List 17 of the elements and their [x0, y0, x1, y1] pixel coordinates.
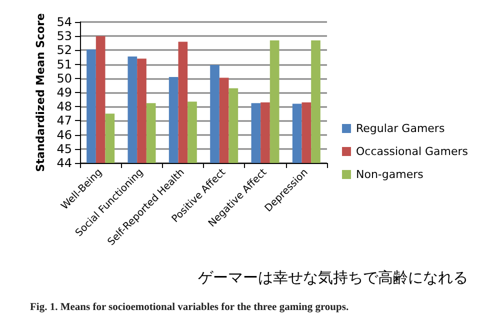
y-tick-label: 50 [56, 71, 72, 86]
y-tick-label: 47 [56, 114, 72, 128]
y-tick-label: 54 [56, 15, 72, 29]
y-tick-label: 46 [56, 128, 72, 142]
y-axis-title: Standardized Mean Score [34, 13, 47, 172]
y-tick-label: 51 [56, 57, 72, 72]
caption: Fig. 1. Means for socioemotional variables for the three gaming groups. [30, 302, 349, 313]
y-tick-label: 45 [56, 142, 72, 156]
y-tick-label: 53 [56, 29, 72, 44]
y-tick-label: 44 [56, 156, 72, 170]
y-tick-label: 48 [56, 100, 72, 114]
text: ゲーマーは幸せな気持ちで高齢になれる [198, 268, 468, 286]
y-tick-label: 52 [56, 43, 72, 58]
legend-label: Occassional Gamers [356, 145, 468, 158]
y-tick-label: 49 [56, 86, 72, 100]
legend-label: Regular Gamers [356, 122, 445, 135]
legend-label: Non-gamers [356, 168, 424, 181]
